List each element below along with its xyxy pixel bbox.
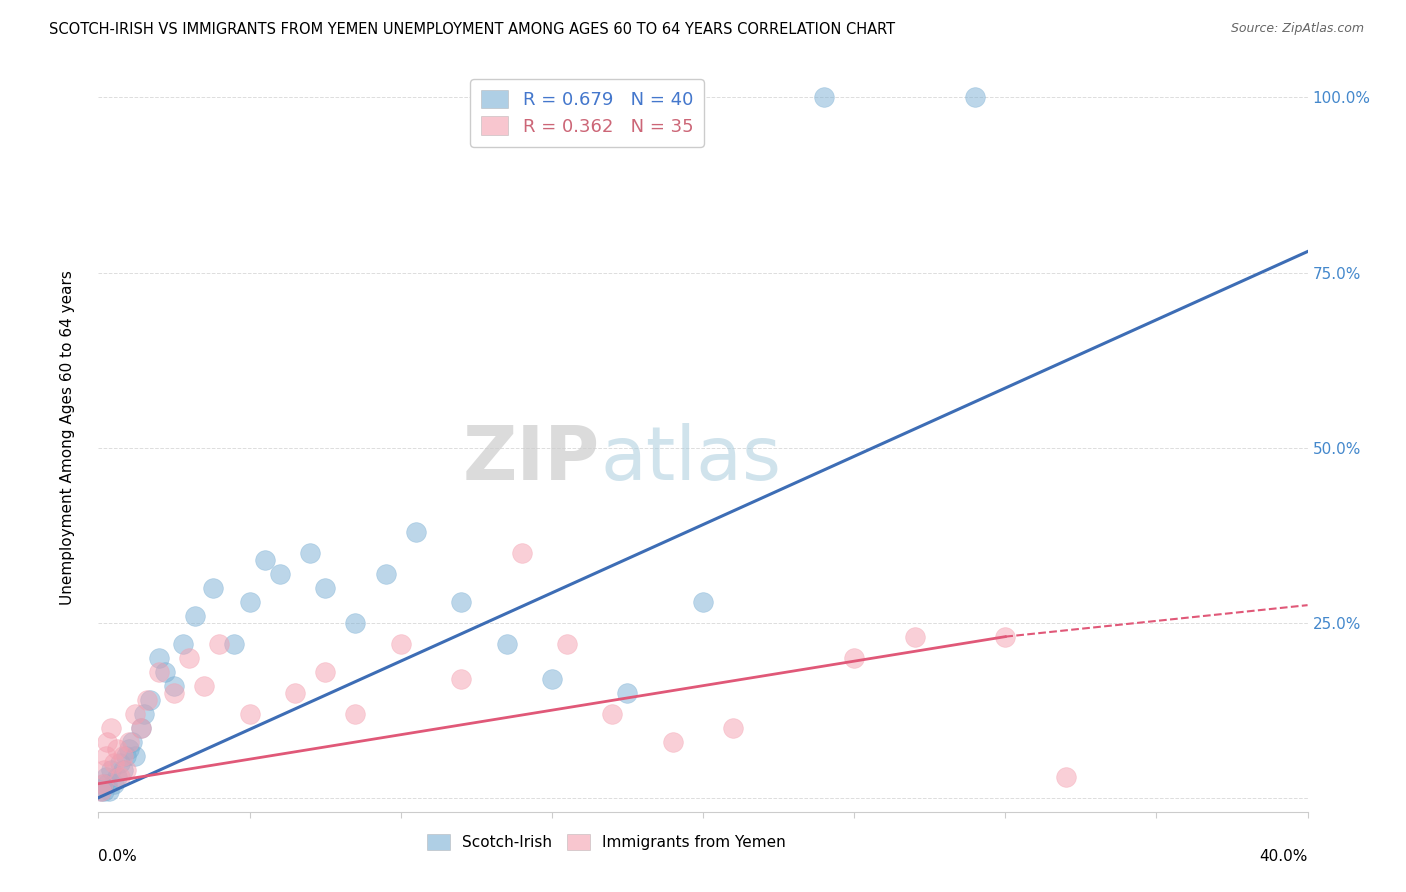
Point	[124, 748, 146, 763]
Text: 0.0%: 0.0%	[98, 849, 138, 864]
Point	[1054, 770, 1077, 784]
Point	[314, 581, 336, 595]
Point	[98, 783, 121, 797]
Text: 40.0%: 40.0%	[1260, 849, 1308, 864]
Point	[344, 615, 367, 630]
Point	[344, 706, 367, 721]
Point	[540, 672, 562, 686]
Point	[495, 637, 517, 651]
Point	[172, 637, 194, 651]
Point	[114, 763, 136, 777]
Point	[111, 763, 134, 777]
Point	[118, 734, 141, 748]
Point	[93, 763, 115, 777]
Point	[163, 679, 186, 693]
Point	[661, 734, 683, 748]
Point	[129, 721, 152, 735]
Point	[90, 783, 112, 797]
Point	[450, 672, 472, 686]
Point	[374, 566, 396, 581]
Point	[253, 552, 276, 566]
Y-axis label: Unemployment Among Ages 60 to 64 years: Unemployment Among Ages 60 to 64 years	[60, 269, 75, 605]
Point	[299, 546, 322, 560]
Point	[723, 721, 745, 735]
Point	[904, 630, 927, 644]
Point	[602, 706, 624, 721]
Point	[208, 637, 231, 651]
Point	[389, 637, 412, 651]
Point	[692, 594, 714, 608]
Point	[132, 706, 155, 721]
Point	[405, 524, 427, 539]
Point	[269, 566, 291, 581]
Point	[148, 650, 170, 665]
Point	[96, 777, 118, 791]
Point	[96, 734, 118, 748]
Point	[108, 770, 131, 784]
Point	[994, 630, 1017, 644]
Point	[510, 546, 533, 560]
Point	[284, 686, 307, 700]
Text: SCOTCH-IRISH VS IMMIGRANTS FROM YEMEN UNEMPLOYMENT AMONG AGES 60 TO 64 YEARS COR: SCOTCH-IRISH VS IMMIGRANTS FROM YEMEN UN…	[49, 22, 896, 37]
Point	[108, 756, 131, 770]
Point	[193, 679, 215, 693]
Point	[163, 686, 186, 700]
Point	[813, 90, 835, 104]
Point	[314, 665, 336, 679]
Point	[129, 721, 152, 735]
Point	[105, 770, 128, 784]
Point	[121, 734, 143, 748]
Point	[202, 581, 225, 595]
Point	[239, 706, 262, 721]
Point	[103, 756, 125, 770]
Point	[105, 741, 128, 756]
Point	[111, 748, 134, 763]
Point	[135, 692, 157, 706]
Text: ZIP: ZIP	[463, 423, 600, 496]
Point	[94, 748, 117, 763]
Point	[139, 692, 162, 706]
Text: Source: ZipAtlas.com: Source: ZipAtlas.com	[1230, 22, 1364, 36]
Text: atlas: atlas	[600, 423, 782, 496]
Point	[965, 90, 987, 104]
Point	[148, 665, 170, 679]
Point	[91, 777, 114, 791]
Point	[124, 706, 146, 721]
Point	[239, 594, 262, 608]
Point	[94, 770, 117, 784]
Point	[103, 777, 125, 791]
Point	[184, 608, 207, 623]
Point	[100, 763, 122, 777]
Point	[118, 741, 141, 756]
Point	[114, 748, 136, 763]
Point	[555, 637, 578, 651]
Point	[93, 783, 115, 797]
Point	[100, 721, 122, 735]
Point	[224, 637, 246, 651]
Point	[450, 594, 472, 608]
Legend: Scotch-Irish, Immigrants from Yemen: Scotch-Irish, Immigrants from Yemen	[420, 829, 792, 856]
Point	[616, 686, 638, 700]
Point	[91, 777, 114, 791]
Point	[179, 650, 201, 665]
Point	[153, 665, 176, 679]
Point	[844, 650, 866, 665]
Point	[90, 783, 112, 797]
